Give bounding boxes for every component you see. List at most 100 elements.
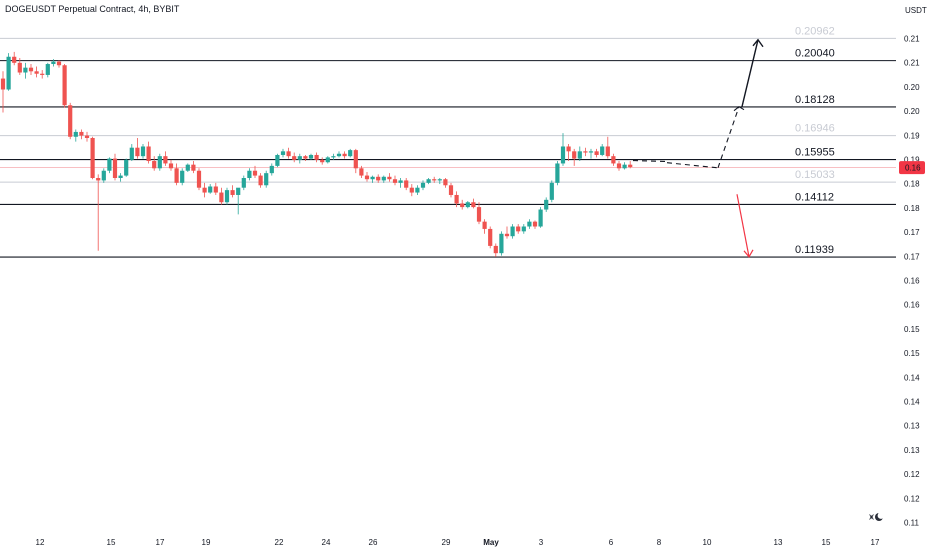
candle-body-39 <box>219 192 224 203</box>
y-tick-label-8: 0.17 <box>904 228 920 237</box>
candle-body-72 <box>404 180 409 188</box>
candle-1 <box>6 53 11 91</box>
candle-body-84 <box>471 202 476 208</box>
candle-body-90 <box>504 233 510 237</box>
projection-dash-arrowhead <box>733 106 745 112</box>
x-tick-label-8: May <box>483 538 499 547</box>
candle-11 <box>62 64 67 108</box>
candle-body-106 <box>594 151 599 155</box>
price-axis[interactable]: 0.21 0.21 0.20 0.20 0.19 0.19 0.18 0.18 0.17 0.17… <box>899 35 925 528</box>
candle-42 <box>236 187 241 215</box>
candle-body-74 <box>415 187 420 193</box>
candle-body-9 <box>51 61 56 65</box>
candle-body-81 <box>454 194 459 204</box>
candle-body-111 <box>622 164 627 169</box>
candle-3 <box>17 57 22 75</box>
candle-body-99 <box>555 163 560 183</box>
candle-body-63 <box>353 150 358 169</box>
candle-77 <box>432 176 437 183</box>
projection-dash-2 <box>717 106 740 168</box>
candle-69 <box>387 173 392 182</box>
candle-8 <box>45 62 50 78</box>
level-lines: 0.20962 0.20040 0.18128 0.16946 0.15955 0.150… <box>0 25 896 258</box>
level-label-3: 0.16946 <box>795 123 835 135</box>
candle-body-45 <box>252 170 258 176</box>
candle-body-79 <box>443 179 448 186</box>
candle-body-103 <box>577 151 582 159</box>
candle-70 <box>392 175 398 186</box>
y-tick-label-16: 0.13 <box>904 422 920 431</box>
candle-body-89 <box>499 233 504 254</box>
level-label-0: 0.20962 <box>795 25 835 37</box>
candle-body-59 <box>331 156 336 158</box>
candle-91 <box>510 224 515 239</box>
candle-body-98 <box>549 182 554 200</box>
y-tick-label-2: 0.20 <box>904 83 920 92</box>
candle-75 <box>420 180 426 191</box>
candle-23 <box>129 144 134 162</box>
time-axis[interactable]: 12 15 17 19 22 24 26 29 May 3 6 8 10 13 15 17 <box>36 538 880 547</box>
candle-99 <box>555 161 560 186</box>
candle-6 <box>34 66 39 78</box>
candle-body-16 <box>90 137 95 178</box>
candle-53 <box>297 153 302 164</box>
candle-body-95 <box>532 221 538 227</box>
candle-body-76 <box>426 179 431 183</box>
candle-body-14 <box>79 131 84 136</box>
candle-65 <box>364 171 370 182</box>
candle-111 <box>622 162 627 170</box>
projection-dash-1 <box>666 162 719 169</box>
candle-66 <box>370 175 375 183</box>
candle-body-70 <box>392 179 398 183</box>
candle-62 <box>348 148 353 158</box>
candle-body-12 <box>68 105 73 137</box>
x-tick-label-4: 22 <box>275 538 284 547</box>
candle-body-104 <box>583 151 588 153</box>
candle-body-60 <box>336 153 342 157</box>
candle-body-58 <box>325 157 330 163</box>
candle-body-29 <box>163 156 168 164</box>
candle-64 <box>359 165 364 178</box>
candle-109 <box>611 153 616 166</box>
candle-22 <box>124 158 129 177</box>
candle-45 <box>252 165 258 178</box>
candle-body-92 <box>516 226 521 232</box>
candle-body-47 <box>264 173 269 186</box>
candle-12 <box>68 102 73 140</box>
y-tick-label-3: 0.20 <box>904 107 920 116</box>
candle-54 <box>303 154 308 162</box>
candle-body-91 <box>510 226 515 237</box>
candle-37 <box>208 184 213 194</box>
candle-body-61 <box>342 153 347 157</box>
candle-103 <box>577 146 582 162</box>
level-label-6: 0.14112 <box>795 191 834 203</box>
candle-94 <box>527 219 532 229</box>
candle-57 <box>320 157 325 165</box>
candle-body-86 <box>482 221 487 229</box>
candle-50 <box>280 148 286 158</box>
candle-body-1 <box>6 56 11 90</box>
y-tick-label-20: 0.11 <box>904 519 920 528</box>
candle-body-17 <box>96 178 101 181</box>
candle-33 <box>185 163 190 172</box>
level-label-7: 0.11939 <box>795 244 834 256</box>
x-tick-label-12: 10 <box>703 538 712 547</box>
y-tick-label-4: 0.19 <box>904 131 920 140</box>
candle-24 <box>135 137 140 159</box>
candle-40 <box>224 187 230 205</box>
x-tick-label-1: 15 <box>107 538 116 547</box>
candle-14 <box>79 129 84 140</box>
candle-body-101 <box>566 146 571 152</box>
candle-body-25 <box>140 146 146 157</box>
candle-body-53 <box>297 156 302 160</box>
y-tick-label-19: 0.12 <box>904 494 920 503</box>
candle-92 <box>516 224 521 234</box>
y-tick-label-1: 0.21 <box>904 59 920 68</box>
candle-body-55 <box>308 154 314 159</box>
candle-body-3 <box>17 62 22 73</box>
candle-body-20 <box>112 158 118 178</box>
candle-body-35 <box>196 170 202 188</box>
candle-79 <box>443 178 448 188</box>
current-price-label: 0.16 <box>905 164 921 173</box>
